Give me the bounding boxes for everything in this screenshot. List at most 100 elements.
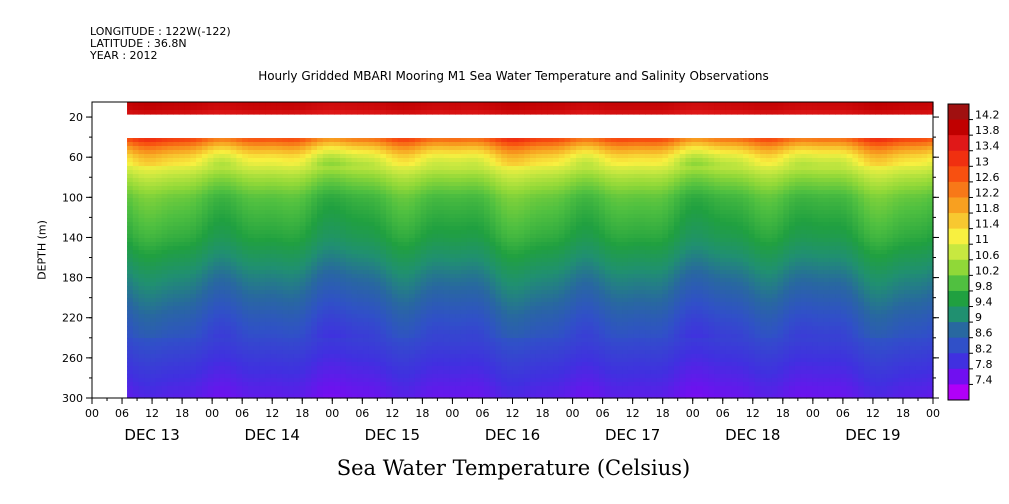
heatmap-cell (501, 386, 508, 391)
heatmap-cell (403, 246, 410, 251)
heatmap-cell (495, 150, 502, 155)
heatmap-cell (247, 250, 255, 255)
heatmap-cell (409, 106, 416, 111)
heatmap-cell (391, 354, 399, 359)
heatmap-cell (299, 390, 307, 395)
heatmap-cell (334, 198, 341, 203)
heatmap-cell (236, 258, 243, 263)
heatmap-cell (368, 254, 376, 259)
heatmap-cell (535, 166, 543, 171)
heatmap-cell (414, 382, 422, 387)
heatmap-cell (224, 294, 232, 299)
heatmap-cell (127, 338, 134, 343)
heatmap-cell (276, 142, 284, 147)
heatmap-cell (288, 306, 295, 311)
heatmap-cell (455, 370, 462, 375)
heatmap-cell (426, 346, 433, 351)
heatmap-cell (363, 262, 370, 267)
heatmap-cell (512, 394, 520, 399)
heatmap-cell (184, 206, 191, 211)
heatmap-cell (201, 234, 209, 239)
heatmap-cell (247, 386, 255, 391)
heatmap-cell (230, 274, 238, 279)
heatmap-cell (380, 322, 387, 327)
heatmap-cell (357, 346, 364, 351)
heatmap-cell (196, 278, 203, 283)
heatmap-cell (426, 306, 433, 311)
heatmap-cell (478, 242, 485, 247)
heatmap-cell (230, 374, 238, 379)
heatmap-cell (161, 310, 168, 315)
heatmap-cell (132, 370, 140, 375)
heatmap-cell (259, 278, 266, 283)
heatmap-cell (403, 238, 410, 243)
heatmap-cell (449, 302, 456, 307)
heatmap-cell (219, 246, 226, 251)
heatmap-cell (288, 250, 295, 255)
heatmap-cell (299, 354, 307, 359)
heatmap-cell (489, 162, 497, 167)
heatmap-cell (184, 286, 191, 291)
heatmap-cell (299, 222, 307, 227)
heatmap-cell (340, 158, 347, 163)
heatmap-cell (391, 202, 399, 207)
heatmap-cell (489, 170, 497, 175)
heatmap-cell (219, 390, 226, 395)
heatmap-cell (535, 154, 543, 159)
heatmap-cell (161, 186, 168, 191)
heatmap-cell (345, 358, 353, 363)
heatmap-cell (472, 246, 479, 251)
heatmap-cell (472, 218, 479, 223)
heatmap-cell (247, 234, 255, 239)
heatmap-cell (472, 226, 479, 231)
heatmap-cell (132, 222, 140, 227)
heatmap-cell (334, 150, 341, 155)
heatmap-cell (138, 362, 145, 367)
heatmap-cell (489, 302, 497, 307)
heatmap-cell (437, 150, 445, 155)
heatmap-cell (230, 366, 238, 371)
heatmap-cell (391, 386, 399, 391)
heatmap-cell (334, 346, 341, 351)
heatmap-cell (460, 258, 468, 263)
heatmap-cell (397, 238, 404, 243)
heatmap-cell (432, 326, 439, 331)
heatmap-cell (466, 250, 474, 255)
heatmap-cell (541, 306, 548, 311)
heatmap-cell (265, 366, 272, 371)
heatmap-cell (161, 246, 168, 251)
heatmap-cell (138, 158, 145, 163)
heatmap-cell (219, 206, 226, 211)
heatmap-cell (127, 218, 134, 223)
heatmap-cell (334, 282, 341, 287)
heatmap-cell (155, 290, 163, 295)
heatmap-cell (317, 310, 324, 315)
heatmap-cell (207, 350, 214, 355)
heatmap-cell (230, 150, 238, 155)
heatmap-cell (524, 262, 531, 267)
heatmap-cell (409, 202, 416, 207)
heatmap-cell (144, 314, 151, 319)
heatmap-cell (483, 198, 491, 203)
heatmap-cell (155, 106, 163, 111)
heatmap-cell (460, 198, 468, 203)
heatmap-cell (455, 258, 462, 263)
heatmap-cell (466, 170, 474, 175)
heatmap-cell (219, 254, 226, 259)
heatmap-cell (317, 330, 324, 335)
heatmap-cell (132, 106, 140, 111)
heatmap-cell (363, 258, 370, 263)
heatmap-cell (380, 102, 387, 107)
latitude-label: LATITUDE : 36.8N (90, 37, 187, 50)
heatmap-cell (455, 254, 462, 259)
heatmap-cell (414, 102, 422, 107)
heatmap-cell (397, 278, 404, 283)
heatmap-cell (426, 322, 433, 327)
heatmap-cell (351, 210, 358, 215)
heatmap-cell (403, 346, 410, 351)
heatmap-cell (541, 382, 548, 387)
heatmap-cell (201, 198, 209, 203)
heatmap-cell (357, 298, 364, 303)
heatmap-cell (144, 138, 151, 143)
heatmap-cell (478, 274, 485, 279)
